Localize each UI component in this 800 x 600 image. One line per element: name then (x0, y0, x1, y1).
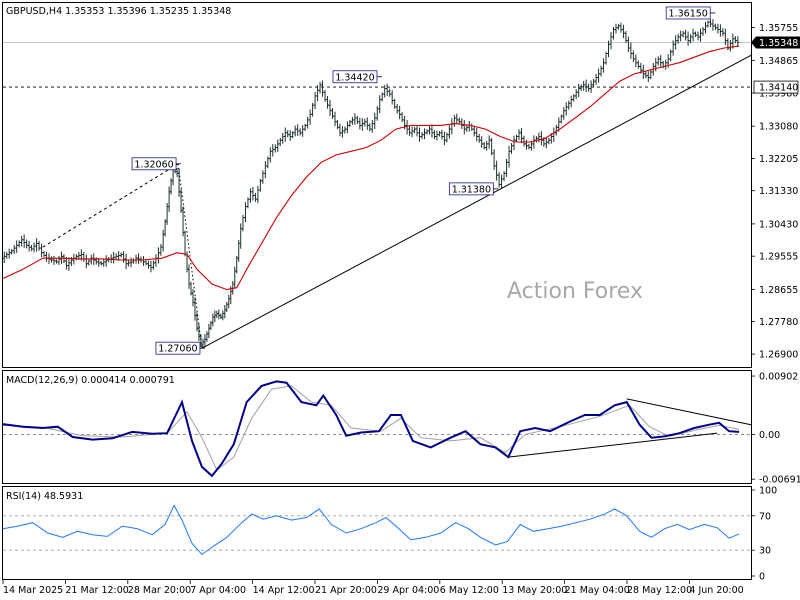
macd-label: MACD(12,26,9) 0.000414 0.000791 (6, 375, 175, 386)
time-tick-label: 21 May 04:00 (565, 585, 630, 596)
macd-tick-label: 0.00 (759, 430, 780, 441)
rsi-label: RSI(14) 48.5931 (6, 491, 83, 502)
rsi-axis: 100 70 30 0 (751, 486, 777, 583)
annotation-box (665, 6, 711, 20)
time-tick-label: 13 May 20:00 (502, 585, 567, 596)
symbol-header: GBPUSD,H4 1.35353 1.35396 1.35235 1.3534… (6, 6, 231, 17)
annotation-label: 1.32060 (134, 159, 173, 170)
macd-trendline (626, 398, 752, 426)
time-tick-label: 7 Apr 04:00 (190, 585, 246, 596)
rsi-line (2, 504, 740, 556)
watermark: Action Forex (507, 279, 643, 304)
time-tick-label: 21 Mar 12:00 (65, 585, 128, 596)
rsi-tick-label: 100 (759, 486, 777, 497)
annotation-label: 1.31380 (452, 184, 491, 195)
price-candles (2, 19, 740, 349)
annotation-label: 1.36150 (669, 8, 708, 19)
time-tick-label: 21 Apr 20:00 (315, 585, 377, 596)
rsi-levels (3, 515, 751, 551)
price-tick-label: 1.32205 (759, 154, 798, 165)
rsi-tick-label: 70 (759, 511, 771, 522)
annotation-box (332, 70, 378, 84)
annotation-box (131, 157, 177, 171)
rsi-tick-label: 30 (759, 546, 771, 557)
rsi-tick-label: 0 (759, 572, 765, 583)
rsi-panel: RSI(14) 48.5931 100 70 30 0 (2, 486, 777, 583)
price-trendlines (42, 54, 752, 349)
macd-trendline (508, 432, 718, 458)
annotation-box (155, 341, 201, 355)
level-tag-shape (753, 80, 799, 94)
current-price-tag-shape (751, 36, 800, 49)
price-tick-label: 1.30430 (759, 219, 798, 230)
price-panel-frame (2, 2, 752, 368)
annotation-label: 1.34420 (335, 72, 374, 83)
price-tick-label: 1.34865 (759, 56, 798, 67)
macd-main-line (2, 380, 740, 478)
time-tick-label: 6 May 12:00 (440, 585, 499, 596)
macd-axis: 0.00902 0.00 -0.006915 (751, 372, 800, 486)
level-tag: 1.34140 (753, 80, 799, 94)
trendline (201, 54, 752, 349)
macd-panel: MACD(12,26,9) 0.000414 0.000791 0.009020… (2, 370, 800, 486)
rsi-panel-frame (2, 486, 752, 580)
price-tick-label: 1.26900 (759, 350, 798, 361)
price-tick-label: 1.33080 (759, 122, 798, 133)
macd-tick-label: 0.00902 (759, 372, 798, 383)
price-tick-label: 1.29555 (759, 252, 798, 263)
macd-panel-frame (2, 370, 752, 484)
price-panel: GBPUSD,H4 1.35353 1.35396 1.35235 1.3534… (2, 2, 800, 368)
current-price-label: 1.35348 (759, 38, 798, 49)
price-tick-label: 1.35755 (759, 23, 798, 34)
moving-average-line (2, 45, 740, 291)
trendline (42, 163, 179, 248)
macd-signal-line (2, 385, 740, 471)
price-axis: 1.35755 1.34865 1.33980 1.33080 1.32205 1.313… (751, 23, 798, 361)
time-tick-label: 29 Apr 04:00 (377, 585, 439, 596)
annotation-box (448, 182, 494, 196)
time-tick-label: 4 Jun 20:00 (689, 585, 743, 596)
macd-tick-label: -0.006915 (759, 475, 800, 486)
price-tick-label: 1.27780 (759, 317, 798, 328)
time-tick-label: 14 Mar 2025 (3, 585, 63, 596)
macd-trendlines (508, 398, 752, 458)
trendline (177, 163, 203, 349)
current-price-tag: 1.35348 (751, 36, 800, 49)
annotation-label: 1.27060 (158, 344, 197, 355)
price-tick-label: 1.28655 (759, 285, 798, 296)
price-annotations: 1.32060 1.27060 1.34420 1.31380 1.36150 (131, 6, 716, 355)
price-tick-label: 1.31330 (759, 186, 798, 197)
time-tick-label: 28 Mar 20:00 (128, 585, 191, 596)
time-tick-label: 28 May 12:00 (627, 585, 692, 596)
time-tick-label: 14 Apr 12:00 (253, 585, 315, 596)
price-tick-label: 1.33980 (759, 88, 798, 99)
level-label: 1.34140 (759, 83, 798, 94)
